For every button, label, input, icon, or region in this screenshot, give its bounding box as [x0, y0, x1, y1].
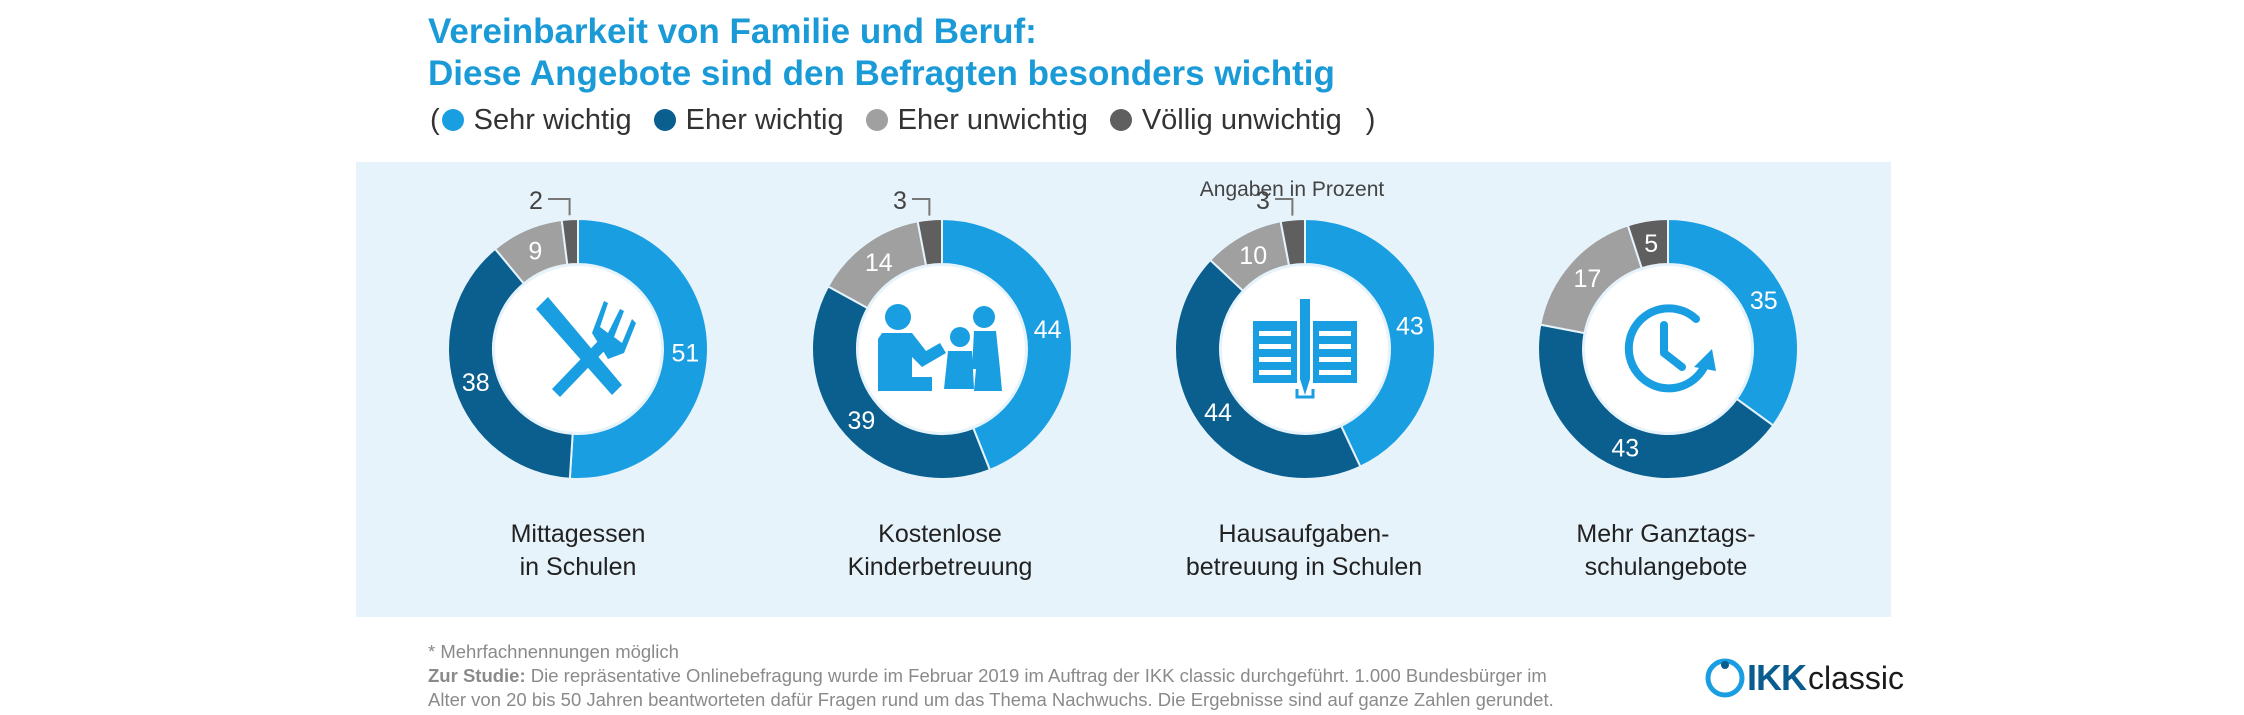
donut-segment [1174, 258, 1362, 481]
donut-chart: 51 38 9 2 [447, 187, 709, 480]
data-label: 3 [1256, 187, 1270, 215]
legend-close-paren: ) [1365, 103, 1376, 136]
chart-label-3-line2: betreuung in Schulen [1185, 553, 1423, 581]
chart-label-1-line2: in Schulen [519, 553, 637, 581]
donut-chart: 44 39 14 3 [811, 187, 1073, 480]
legend-swatch-voellig-unwichtig [1109, 109, 1132, 131]
chart-label-4-line1: Mehr Ganztags- [1576, 520, 1756, 548]
ikk-classic-logo: IKK classic [1703, 653, 1904, 703]
legend-item-sehr-wichtig: Sehr wichtig [441, 103, 632, 137]
donut-chart: 43 44 10 3 [1174, 187, 1436, 481]
legend-open-paren: ( [430, 103, 440, 136]
legend-label-voellig-unwichtig: Völlig unwichtig [1141, 103, 1342, 136]
chart-label-2-line2: Kinderbetreuung [847, 553, 1033, 581]
data-label: 5 [1644, 230, 1658, 258]
donut-segment [1667, 217, 1799, 427]
data-label: 38 [462, 369, 490, 397]
legend-label-sehr-wichtig: Sehr wichtig [473, 103, 632, 136]
legend-item-eher-wichtig: Eher wichtig [653, 103, 844, 137]
chart-label-1-line1: Mittagessen [510, 520, 646, 548]
donut-segment [1537, 323, 1775, 480]
childcare-icon [878, 304, 1002, 391]
chart-label-2: Kostenlose Kinderbetreuung [790, 518, 1090, 584]
donut-segment [447, 247, 574, 480]
footnote-study-label: Zur Studie: [428, 665, 526, 686]
footnote-study: Zur Studie: Die repräsentative Onlinebef… [428, 664, 1547, 688]
footnote-multiple: * Mehrfachnennungen möglich [428, 641, 679, 662]
data-label: 17 [1573, 265, 1601, 293]
legend: ( Sehr wichtig Eher wichtig Eher unwicht… [428, 98, 1377, 142]
donut-segment [916, 217, 943, 267]
legend-label-eher-unwichtig: Eher unwichtig [897, 103, 1088, 136]
logo-ikk: IKK [1747, 657, 1807, 698]
legend-item-voellig-unwichtig: Völlig unwichtig [1109, 103, 1342, 137]
legend-swatch-eher-unwichtig [865, 109, 888, 131]
donut-segment [568, 217, 709, 480]
data-label: 43 [1611, 435, 1639, 463]
legend-label-eher-wichtig: Eher wichtig [685, 103, 844, 136]
unit-note: Angaben in Prozent [1199, 178, 1385, 201]
data-label: 3 [893, 187, 907, 215]
donut-chart: 35 43 17 5 [1537, 217, 1799, 480]
logo-classic: classic [1808, 659, 1905, 696]
chart-label-4: Mehr Ganztags- schulangebote [1516, 518, 1816, 584]
chart-subtitle: Diese Angebote sind den Befragten besond… [428, 54, 1335, 93]
donut-segment [560, 217, 579, 266]
legend-item-eher-unwichtig: Eher unwichtig [865, 103, 1088, 137]
chart-label-2-line1: Kostenlose [878, 520, 1002, 548]
data-label: 44 [1204, 399, 1232, 427]
chart-label-3-line1: Hausaufgaben- [1218, 520, 1390, 548]
data-label: 10 [1239, 242, 1267, 270]
donut-segment [1626, 217, 1669, 270]
clock-icon [1624, 304, 1716, 393]
data-label: 44 [1034, 316, 1062, 344]
data-label: 14 [865, 249, 893, 277]
donut-segment [941, 217, 1073, 472]
data-label: 43 [1396, 313, 1424, 341]
leader-line [548, 198, 571, 216]
chart-label-4-line2: schulangebote [1584, 553, 1748, 581]
ikk-logo-icon [1705, 658, 1745, 698]
legend-swatch-sehr-wichtig [441, 109, 464, 131]
data-label: 51 [672, 339, 700, 367]
chart-label-1: Mittagessen in Schulen [428, 518, 728, 584]
leader-line [912, 198, 931, 216]
chart-title: Vereinbarkeit von Familie und Beruf: [428, 12, 1037, 51]
footnote-study-text: Die repräsentative Onlinebefragung wurde… [525, 665, 1547, 686]
donut-segment [1304, 217, 1436, 468]
donut-segment [811, 285, 992, 480]
fork-knife-icon [536, 297, 636, 397]
data-label: 2 [529, 187, 543, 215]
leader-line [1275, 198, 1294, 216]
data-label: 39 [847, 407, 875, 435]
legend-swatch-eher-wichtig [653, 109, 676, 131]
homework-icon [1253, 299, 1357, 399]
chart-label-3: Hausaufgaben- betreuung in Schulen [1154, 518, 1454, 584]
footnote-study-cont: Alter von 20 bis 50 Jahren beantworteten… [428, 689, 1554, 710]
data-label: 9 [528, 237, 542, 265]
data-label: 35 [1750, 287, 1778, 315]
donut-segment [1279, 217, 1306, 267]
